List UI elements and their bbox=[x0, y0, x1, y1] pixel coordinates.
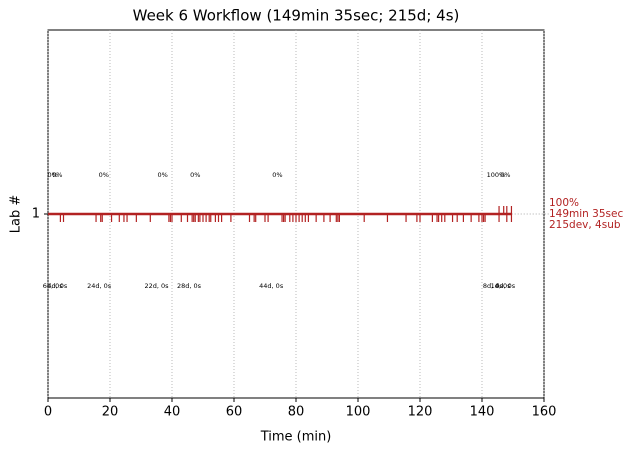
x-tick-label: 0 bbox=[44, 405, 52, 420]
x-tick-label: 20 bbox=[102, 405, 119, 420]
x-tick-label: 40 bbox=[164, 405, 181, 420]
duration-label: 22d, 0s bbox=[144, 282, 169, 290]
duration-label: 44d, 0s bbox=[259, 282, 284, 290]
summary-label: 149min 35sec bbox=[549, 208, 623, 220]
x-axis-label: Time (min) bbox=[260, 430, 332, 445]
percent-label: 0% bbox=[158, 171, 168, 179]
summary-label: 215dev, 4sub bbox=[549, 219, 621, 231]
y-axis-label: Lab # bbox=[9, 195, 24, 234]
percent-label: 0% bbox=[190, 171, 200, 179]
duration-label: 4d, 0s bbox=[47, 282, 68, 290]
percent-label: 0% bbox=[272, 171, 282, 179]
x-tick-label: 80 bbox=[288, 405, 305, 420]
x-tick-label: 60 bbox=[226, 405, 243, 420]
percent-label: 0% bbox=[47, 171, 57, 179]
percent-label: 0% bbox=[500, 171, 510, 179]
summary-label: 100% bbox=[549, 197, 579, 209]
duration-label: 8d, 0s bbox=[483, 282, 504, 290]
x-tick-label: 140 bbox=[470, 405, 495, 420]
duration-label: 6d, 0s bbox=[43, 282, 64, 290]
percent-label: 0% bbox=[52, 171, 62, 179]
duration-label: 28d, 0s bbox=[177, 282, 202, 290]
duration-label: 24d, 0s bbox=[87, 282, 112, 290]
duration-label: 1d, 0s bbox=[491, 282, 512, 290]
chart-title: Week 6 Workflow (149min 35sec; 215d; 4s) bbox=[133, 7, 460, 25]
duration-label: 4d, 0s bbox=[495, 282, 516, 290]
percent-label: 100% bbox=[487, 171, 506, 179]
x-tick-label: 120 bbox=[408, 405, 433, 420]
percent-label: 0% bbox=[99, 171, 109, 179]
x-tick-label: 160 bbox=[532, 405, 557, 420]
y-tick-label: 1 bbox=[32, 207, 40, 222]
x-tick-label: 100 bbox=[346, 405, 371, 420]
